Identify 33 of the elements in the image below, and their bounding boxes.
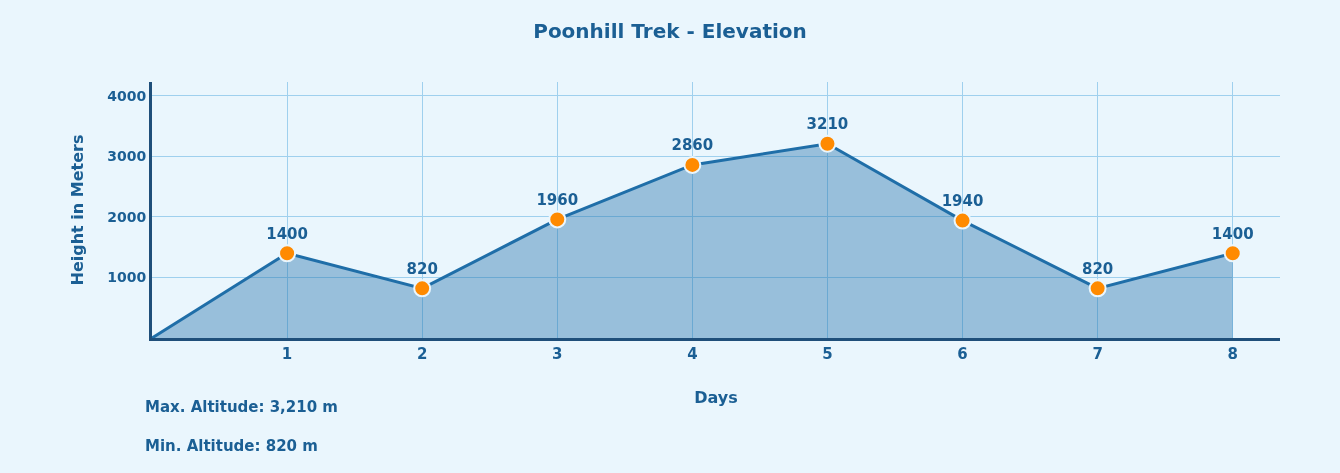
x-axis-title: Days (694, 387, 738, 407)
y-axis-title: Height in Meters (68, 134, 88, 286)
data-label: 820 (1081, 259, 1114, 278)
x-tick-label: 3 (552, 345, 563, 363)
point (548, 210, 567, 229)
y-tick-label: 4000 (107, 87, 147, 104)
data-label: 820 (406, 259, 438, 278)
x-tick-label: 7 (1092, 345, 1103, 363)
point (278, 244, 297, 263)
x-tick-label: 8 (1227, 345, 1238, 363)
x-tick-label: 2 (416, 345, 428, 363)
y-tick-label: 1000 (107, 269, 147, 286)
data-label: 3210 (806, 114, 849, 133)
data-label: 1960 (536, 190, 579, 209)
text: Min. Altitude: 820 m (145, 437, 318, 455)
data-label: 1400 (1211, 224, 1254, 243)
point (413, 279, 432, 298)
text: Max. Altitude: 3,210 m (145, 398, 338, 416)
y-tick-label: 2000 (107, 208, 147, 225)
data-label: 1940 (941, 191, 984, 210)
point (953, 211, 972, 230)
point (818, 134, 837, 153)
x-tick-label: 4 (687, 345, 698, 363)
data-label: 1400 (266, 224, 308, 243)
point (1223, 244, 1242, 263)
x-tick-label: 6 (957, 345, 968, 363)
y-tick-label: 3000 (107, 148, 147, 165)
data-label: 2860 (671, 136, 714, 155)
x-tick-label: 5 (822, 345, 833, 363)
point (683, 155, 702, 174)
point (1088, 279, 1107, 298)
chart-title: Poonhill Trek - Elevation (533, 18, 807, 43)
x-tick-label: 1 (281, 345, 293, 363)
